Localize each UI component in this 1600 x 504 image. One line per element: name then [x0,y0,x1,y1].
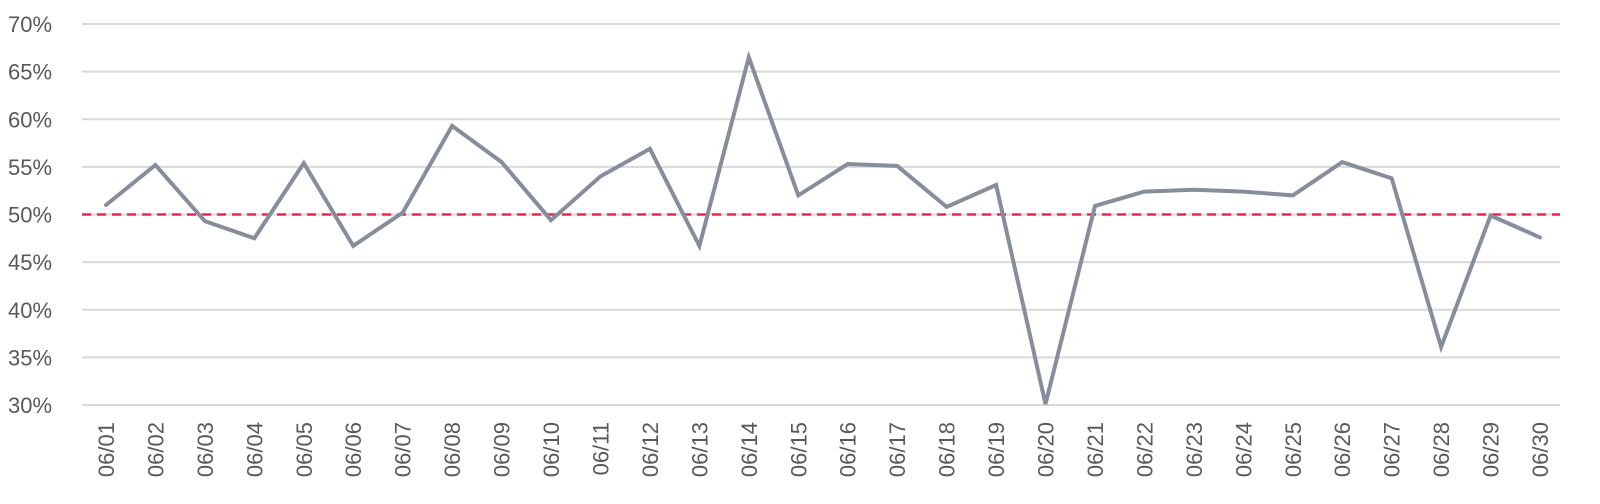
data-series-line [104,50,1542,405]
x-tick-label: 06/20 [1034,422,1059,477]
x-tick-label: 06/24 [1231,422,1256,477]
x-tick-label: 06/05 [292,422,317,477]
x-tick-label: 06/10 [539,422,564,477]
x-tick-label: 06/02 [143,422,168,477]
x-tick-label: 06/26 [1330,422,1355,477]
y-tick-label: 30% [8,393,52,418]
x-tick-label: 06/15 [786,422,811,477]
x-tick-label: 06/19 [984,422,1009,477]
y-tick-label: 70% [8,12,52,37]
x-tick-label: 06/30 [1528,422,1553,477]
y-axis: 70% 65% 60% 55% 50% 45% 40% 35% 30% [8,12,52,418]
x-tick-label: 06/08 [440,422,465,477]
y-tick-label: 60% [8,107,52,132]
x-tick-label: 06/04 [242,422,267,477]
x-tick-label: 06/18 [935,422,960,477]
x-tick-label: 06/16 [836,422,861,477]
y-tick-label: 45% [8,250,52,275]
y-tick-label: 50% [8,203,52,228]
x-tick-label: 06/13 [687,422,712,477]
x-tick-label: 06/07 [391,422,416,477]
x-tick-label: 06/09 [490,422,515,477]
x-tick-label: 06/25 [1281,422,1306,477]
x-tick-label: 06/17 [885,422,910,477]
x-tick-label: 06/22 [1132,422,1157,477]
y-tick-label: 40% [8,298,52,323]
y-tick-label: 35% [8,345,52,370]
x-tick-label: 06/14 [737,422,762,477]
y-tick-label: 65% [8,60,52,85]
x-tick-label: 06/06 [341,422,366,477]
x-tick-label: 06/28 [1429,422,1454,477]
x-tick-label: 06/27 [1380,422,1405,477]
x-tick-label: 06/29 [1479,422,1504,477]
x-tick-label: 06/11 [588,422,613,475]
x-tick-label: 06/12 [638,422,663,477]
y-tick-label: 55% [8,155,52,180]
x-tick-label: 06/21 [1083,422,1108,477]
x-axis: 06/01 06/02 06/03 06/04 06/05 06/06 06/07 06/08… [94,422,1553,477]
x-tick-label: 06/01 [94,422,119,477]
x-tick-label: 06/03 [193,422,218,477]
x-tick-label: 06/23 [1182,422,1207,477]
